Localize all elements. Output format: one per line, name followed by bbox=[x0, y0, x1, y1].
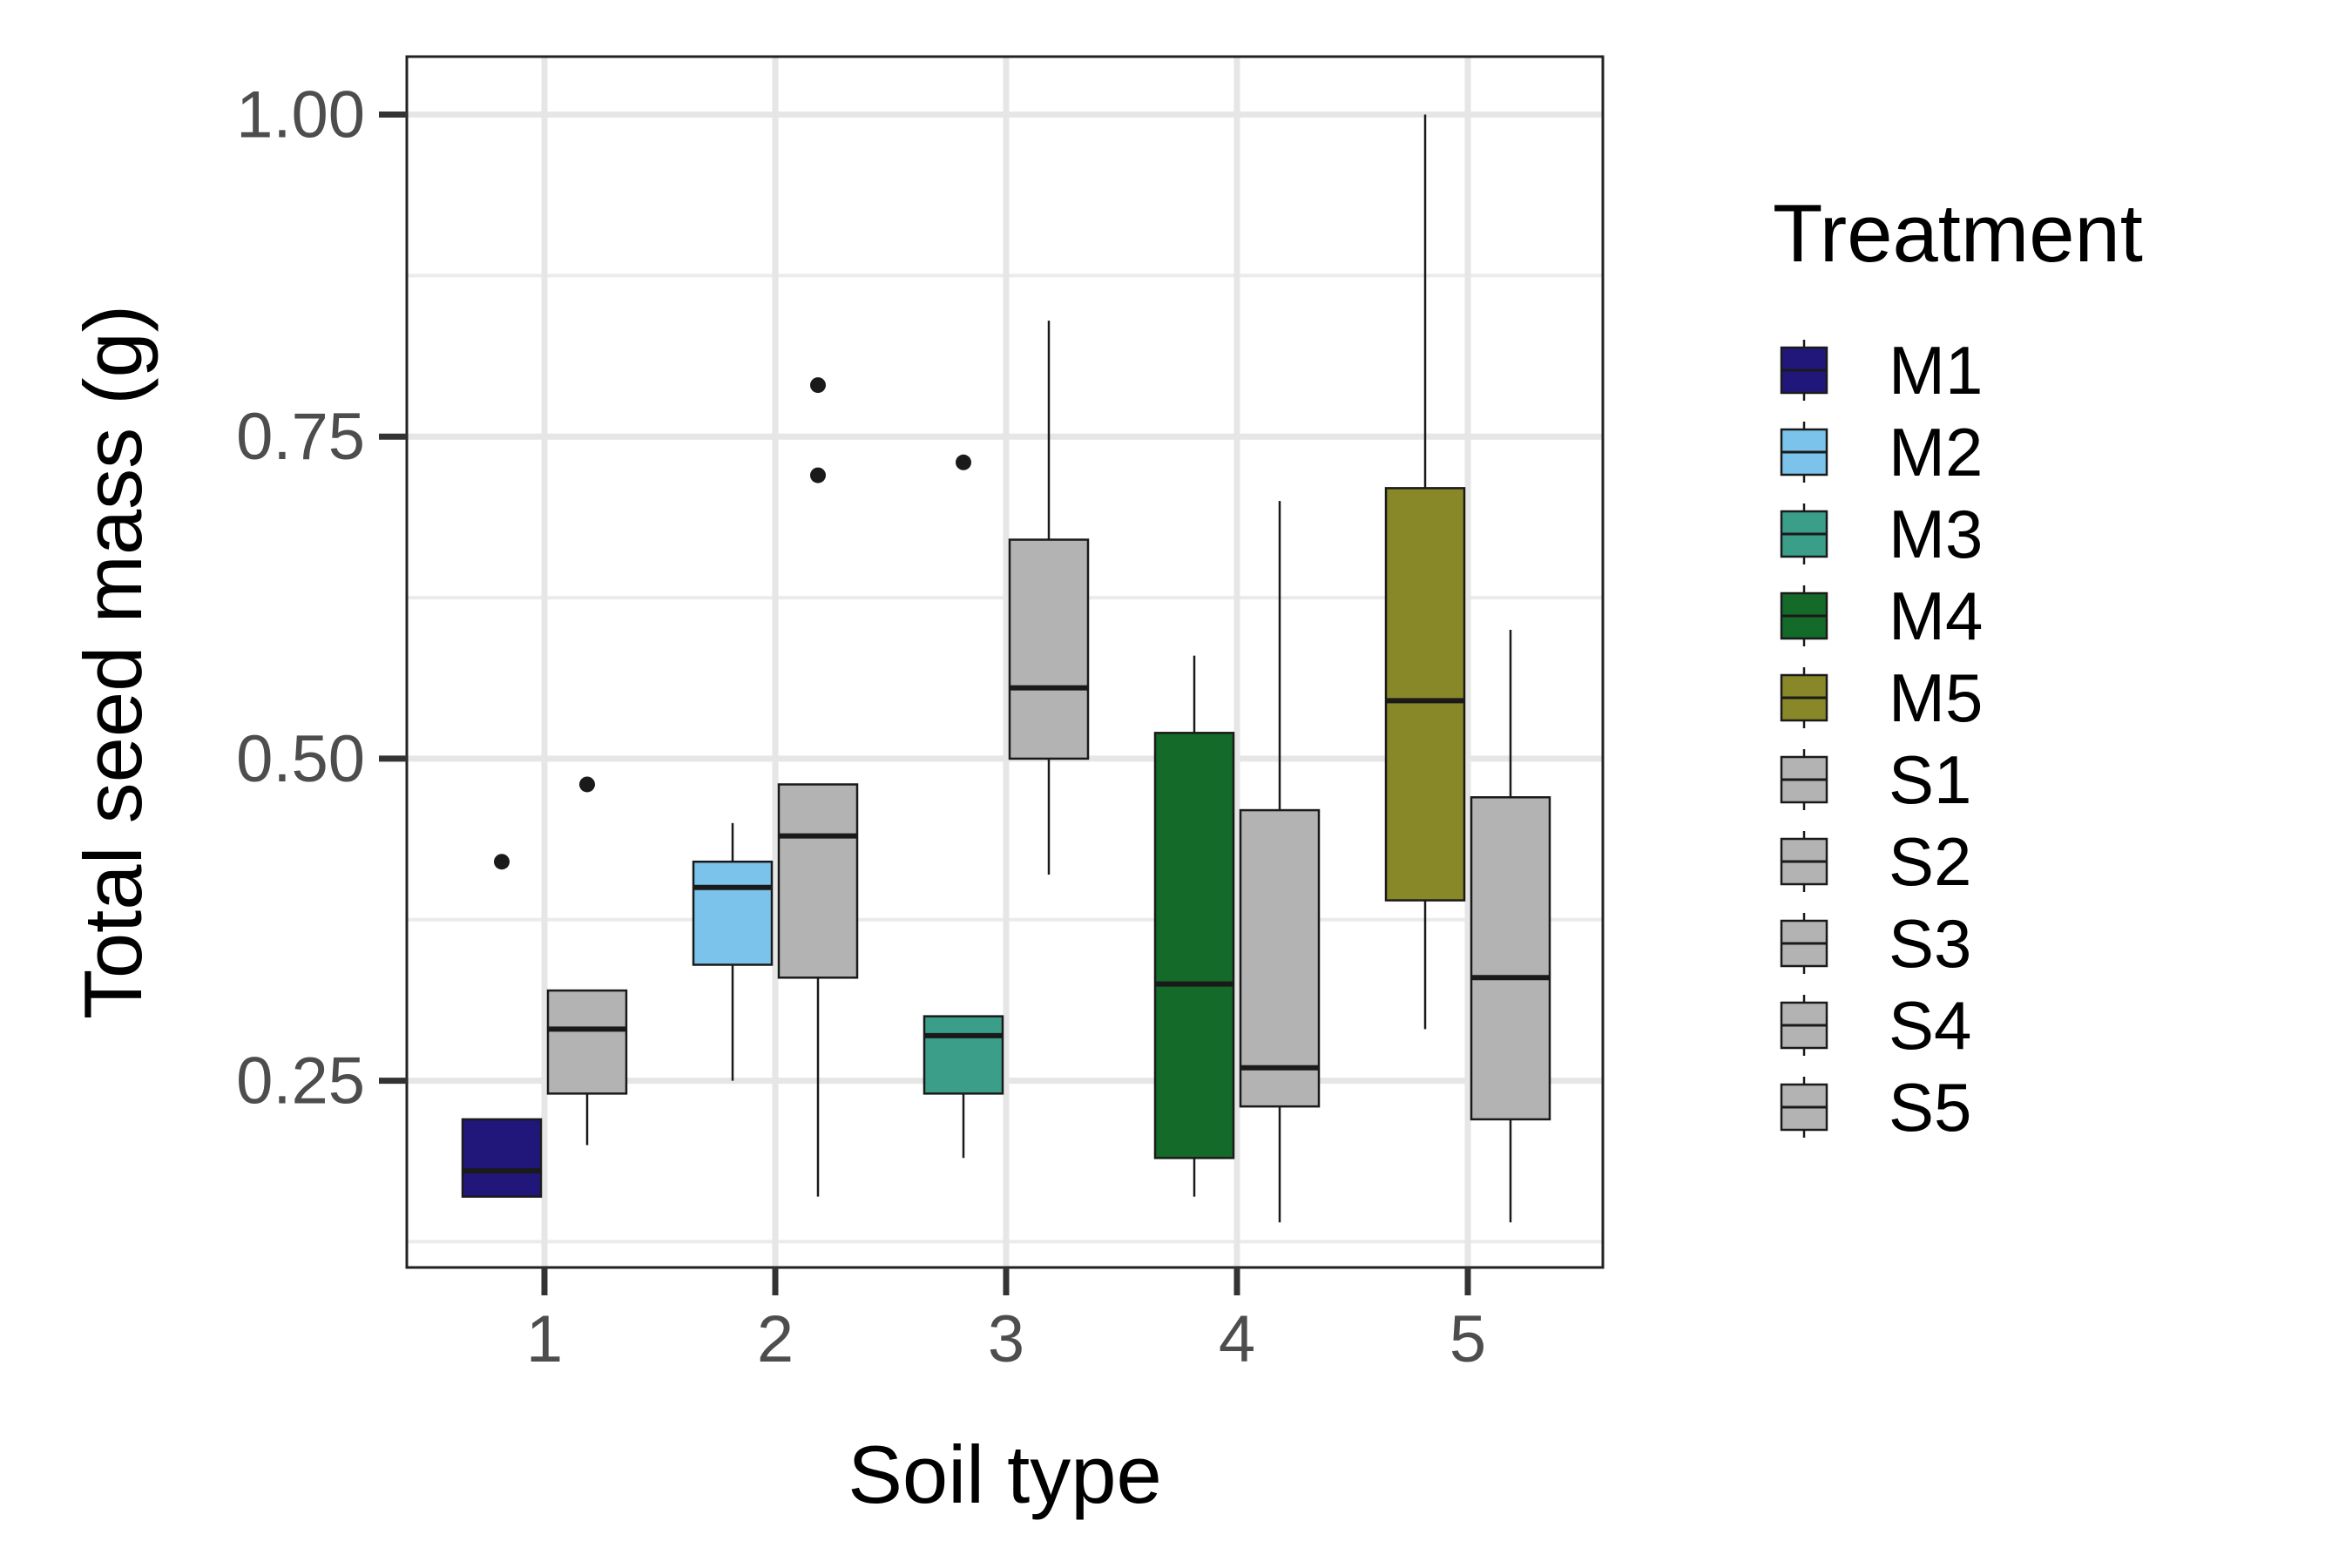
legend-label: M3 bbox=[1889, 496, 1983, 572]
legend-label: S5 bbox=[1889, 1069, 1971, 1146]
box-M1 bbox=[461, 854, 543, 1198]
box-body bbox=[1384, 487, 1466, 902]
legend-item-S5: S5 bbox=[1780, 1069, 1971, 1146]
y-tick-label: 0.50 bbox=[236, 722, 365, 796]
boxes bbox=[461, 114, 1551, 1223]
y-tick-label: 0.25 bbox=[236, 1044, 365, 1119]
legend-label: M1 bbox=[1889, 332, 1983, 409]
legend-item-S3: S3 bbox=[1780, 905, 1971, 982]
legend-item-M4: M4 bbox=[1780, 578, 1983, 654]
x-tick-label: 5 bbox=[1450, 1302, 1486, 1376]
box-body bbox=[546, 989, 628, 1095]
x-axis-title: Soil type bbox=[848, 1429, 1162, 1520]
legend-item-S2: S2 bbox=[1780, 823, 1971, 900]
box-M5 bbox=[1384, 114, 1466, 1030]
legend-item-M5: M5 bbox=[1780, 659, 1983, 736]
x-tick-label: 1 bbox=[526, 1302, 563, 1376]
x-tick-label: 3 bbox=[988, 1302, 1024, 1376]
x-tick-label: 4 bbox=[1219, 1302, 1255, 1376]
box-body bbox=[777, 783, 859, 979]
legend-item-S1: S1 bbox=[1780, 741, 1971, 818]
box-S3 bbox=[1008, 321, 1090, 875]
box-body bbox=[1153, 732, 1235, 1159]
legend-label: M4 bbox=[1889, 578, 1983, 654]
y-tick-label: 0.75 bbox=[236, 400, 365, 474]
box-body bbox=[692, 860, 774, 966]
legend-item-M3: M3 bbox=[1780, 496, 1983, 572]
box-body bbox=[923, 1015, 1004, 1095]
box-S4 bbox=[1239, 501, 1321, 1223]
axes: 0.25 0.50 0.75 1.00 1 2 3 4 5 bbox=[236, 78, 1486, 1376]
x-tick-label: 2 bbox=[757, 1302, 794, 1376]
box-S1 bbox=[546, 776, 628, 1146]
legend-title: Treatment bbox=[1773, 187, 2143, 279]
box-M3 bbox=[923, 454, 1004, 1159]
outlier-point bbox=[579, 776, 595, 793]
box-body bbox=[461, 1118, 543, 1198]
outlier-point bbox=[810, 377, 826, 394]
box-M4 bbox=[1153, 655, 1235, 1197]
outlier-point bbox=[810, 467, 826, 483]
legend-label: M2 bbox=[1889, 414, 1983, 490]
legend-item-M2: M2 bbox=[1780, 414, 1983, 490]
outlier-point bbox=[494, 854, 510, 870]
legend-label: S3 bbox=[1889, 905, 1971, 982]
legend-label: S2 bbox=[1889, 823, 1971, 900]
box-M2 bbox=[692, 822, 774, 1081]
legend-label: S1 bbox=[1889, 741, 1971, 818]
legend-label: S4 bbox=[1889, 987, 1971, 1064]
legend-item-S4: S4 bbox=[1780, 987, 1971, 1064]
y-axis-title: Total seed mass (g) bbox=[67, 305, 159, 1019]
box-S2 bbox=[777, 377, 859, 1197]
box-body bbox=[1239, 808, 1321, 1108]
legend-item-M1: M1 bbox=[1780, 332, 1983, 409]
box-body bbox=[1470, 796, 1551, 1121]
y-tick-label: 1.00 bbox=[236, 78, 365, 152]
outlier-point bbox=[956, 454, 971, 470]
box-S5 bbox=[1470, 630, 1551, 1223]
legend-label: M5 bbox=[1889, 659, 1983, 736]
gridlines bbox=[407, 57, 1603, 1267]
box-body bbox=[1008, 538, 1090, 760]
